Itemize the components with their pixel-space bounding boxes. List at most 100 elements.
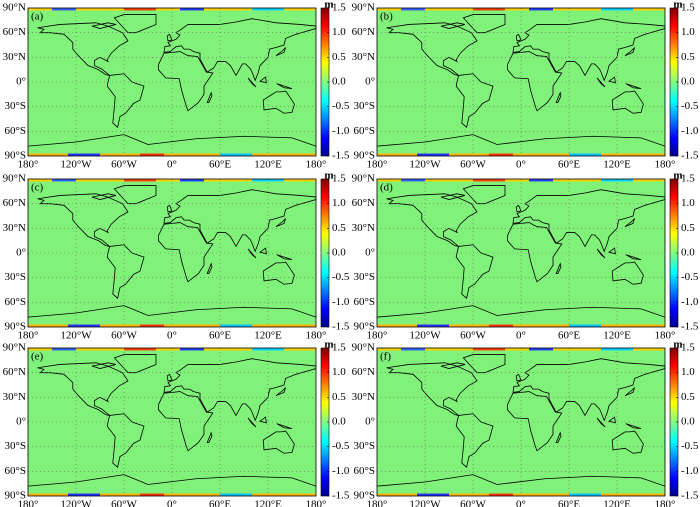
x-tick-label: 60°W [111,499,137,507]
x-tick-label: 0° [167,499,177,507]
y-tick-label: 90°S [353,490,375,502]
y-tick-label: 0° [365,416,375,428]
panel-label: (b) [380,11,393,23]
x-tick-label: 60°E [209,159,231,171]
x-tick-label: 180° [367,159,388,171]
y-tick-label: 30°S [4,100,26,112]
colorbar-tick-label: 0.0 [681,247,695,259]
y-tick-label: 30°N [3,51,26,63]
y-tick-label: 60°N [352,197,375,209]
colorbar-tick-label: 1.0 [681,197,695,209]
y-tick-label: 30°N [352,222,375,234]
colorbar-tick-label: 1.5 [332,342,346,354]
y-tick-label: 60°S [353,125,375,137]
colorbar-tick-label: -1.0 [332,296,350,308]
colorbar-tick-label: -1.0 [332,465,350,477]
x-tick-label: 120°E [254,330,282,342]
map-frame [27,7,317,157]
colorbar-tick-label: -1.0 [332,125,350,137]
y-tick-label: 60°S [4,296,26,308]
x-tick-label: 120°W [60,499,92,507]
y-tick-label: 90°N [3,173,26,185]
colorbar-tick-label: -0.5 [332,271,350,283]
colorbar-tick-label: 0.0 [332,247,346,259]
colorbar-tick-label: -1.5 [681,321,699,333]
x-tick-label: 60°W [111,159,137,171]
colorbar-tick-label: 0.0 [332,76,346,88]
x-tick-label: 120°W [409,499,441,507]
colorbar-tick-label: 1.5 [681,2,695,14]
y-tick-label: 60°S [353,296,375,308]
colorbar-unit: m [673,339,682,351]
map-frame [376,7,666,157]
colorbar-tick-label: 0.5 [681,222,695,234]
y-tick-label: 90°S [353,321,375,333]
y-tick-label: 60°N [352,366,375,378]
y-tick-label: 30°N [352,391,375,403]
panel-label: (e) [31,351,44,363]
y-tick-label: 0° [16,76,26,88]
x-tick-label: 0° [516,159,526,171]
x-tick-label: 180° [655,330,676,342]
colorbar-tick-label: -1.5 [332,490,350,502]
y-tick-label: 90°N [3,342,26,354]
x-tick-label: 60°E [209,330,231,342]
x-tick-label: 120°E [603,330,631,342]
colorbar-tick-label: 0.5 [681,391,695,403]
y-tick-label: 90°S [353,150,375,162]
x-tick-label: 120°W [60,159,92,171]
colorbar-tick-label: -0.5 [332,440,350,452]
panel-label: (f) [380,351,391,363]
colorbar-tick-label: -0.5 [681,440,699,452]
x-tick-label: 60°E [209,499,231,507]
colorbar-tick-label: -0.5 [332,100,350,112]
y-tick-label: 0° [365,76,375,88]
colorbar-unit: m [324,0,333,11]
y-tick-label: 90°S [4,150,26,162]
x-tick-label: 60°E [558,330,580,342]
x-tick-label: 60°W [111,330,137,342]
colorbar-tick-label: 1.0 [332,26,346,38]
colorbar-tick-label: 1.0 [332,366,346,378]
y-tick-label: 30°S [4,440,26,452]
colorbar-tick-label: 0.5 [332,222,346,234]
x-tick-label: 60°W [460,499,486,507]
x-tick-label: 0° [516,499,526,507]
y-tick-label: 90°N [352,173,375,185]
x-tick-label: 180° [367,499,388,507]
colorbar-unit: m [324,339,333,351]
colorbar-tick-label: 0.0 [681,416,695,428]
colorbar-tick-label: -0.5 [681,100,699,112]
y-tick-label: 30°S [353,440,375,452]
y-tick-label: 30°N [3,222,26,234]
colorbar-unit: m [324,170,333,182]
y-tick-label: 60°N [3,26,26,38]
map-frame [27,347,317,497]
x-tick-label: 180° [18,330,39,342]
panel-label: (d) [380,182,393,194]
y-tick-label: 30°N [3,391,26,403]
colorbar-tick-label: 0.0 [332,416,346,428]
y-tick-label: 90°N [3,2,26,14]
colorbar-tick-label: 1.5 [332,173,346,185]
y-tick-label: 90°N [352,342,375,354]
y-tick-label: 60°S [4,125,26,137]
x-tick-label: 120°W [409,159,441,171]
colorbar-tick-label: -1.5 [332,150,350,162]
colorbar-tick-label: 1.5 [681,173,695,185]
y-tick-label: 60°N [3,197,26,209]
y-tick-label: 90°S [4,490,26,502]
colorbar-tick-label: 0.5 [681,51,695,63]
panel-label: (c) [31,182,44,194]
y-tick-label: 0° [16,416,26,428]
y-tick-label: 60°S [4,465,26,477]
map-frame [27,178,317,328]
x-tick-label: 60°E [558,159,580,171]
colorbar-tick-label: 1.5 [681,342,695,354]
x-tick-label: 120°W [60,330,92,342]
x-tick-label: 120°E [603,159,631,171]
y-tick-label: 60°S [353,465,375,477]
y-tick-label: 90°N [352,2,375,14]
x-tick-label: 180° [655,499,676,507]
